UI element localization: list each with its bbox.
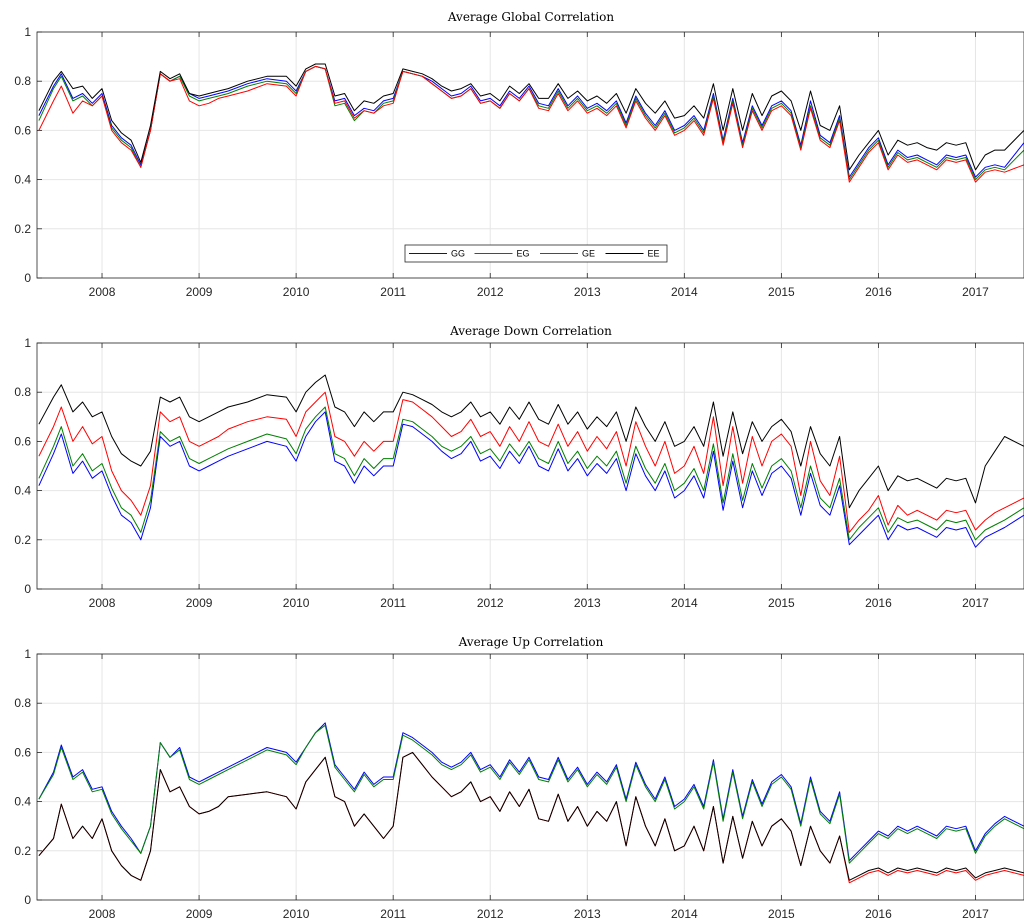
y-tick-label: 1: [24, 647, 31, 661]
x-tick-label: 2013: [574, 907, 601, 920]
x-tick-label: 2013: [574, 596, 601, 610]
x-tick-label: 2015: [768, 596, 795, 610]
series-line-gg: [38, 65, 1024, 178]
panel-down-correlation: 0 0.2 0.4 0.6 0.8 1 2008 2009 2010 2011 2012 2013 20…: [14, 324, 1024, 610]
x-tick-label: 2010: [283, 596, 310, 610]
y-tick-label: 0.8: [14, 385, 31, 399]
panel-title: Average Up Correlation: [458, 635, 604, 649]
series-line-ge: [38, 391, 1024, 533]
x-tick-label: 2016: [865, 907, 892, 920]
panel-global-correlation: 0 0.2 0.4 0.6 0.8 1 2008 2009 2010 2011 2012 2013 20…: [14, 10, 1024, 299]
x-tick-label: 2009: [186, 907, 213, 920]
y-tick-label: 0.4: [14, 795, 31, 809]
x-tick-label: 2008: [89, 907, 116, 920]
x-tick-label: 2010: [283, 285, 310, 299]
panel-title: Average Down Correlation: [449, 324, 612, 338]
x-tick-label: 2017: [962, 907, 989, 920]
axes-box: [36, 31, 1024, 279]
series-line-ge: [38, 65, 1024, 183]
y-tick-label: 0.8: [14, 74, 31, 88]
x-tick-label: 2012: [477, 285, 504, 299]
y-tick-label: 0.8: [14, 696, 31, 710]
x-tick-label: 2017: [962, 596, 989, 610]
x-tick-label: 2015: [768, 907, 795, 920]
x-tick-label: 2012: [477, 907, 504, 920]
legend-label-eg: EG: [517, 249, 530, 259]
x-tick-label: 2011: [380, 285, 406, 299]
plot-area: [37, 654, 1024, 900]
x-tick-label: 2017: [962, 285, 989, 299]
y-tick-label: 0: [24, 893, 31, 907]
panel-up-correlation: 0 0.2 0.4 0.6 0.8 1 2008 2009 2010 2011 2012 2013 20…: [14, 635, 1024, 920]
y-tick-label: 0.6: [14, 434, 31, 448]
series-line-eg: [38, 406, 1024, 541]
x-tick-label: 2015: [768, 285, 795, 299]
x-tick-label: 2010: [283, 907, 310, 920]
x-tick-label: 2009: [186, 285, 213, 299]
y-tick-label: 0.4: [14, 484, 31, 498]
x-tick-label: 2016: [865, 596, 892, 610]
series-line-ee: [38, 374, 1024, 509]
x-tick-label: 2013: [574, 285, 601, 299]
x-tick-label: 2014: [671, 285, 698, 299]
series-line-gg: [38, 411, 1024, 548]
x-tick-label: 2016: [865, 285, 892, 299]
x-tick-label: 2014: [671, 596, 698, 610]
x-tick-label: 2011: [380, 907, 406, 920]
axes-box: [36, 653, 1024, 901]
series-line-eg: [38, 724, 1024, 864]
plot-area: [37, 343, 1024, 589]
x-tick-label: 2008: [89, 285, 116, 299]
legend-box: [404, 244, 668, 263]
y-tick-label: 0.2: [14, 533, 31, 547]
x-tick-label: 2008: [89, 596, 116, 610]
legend: GG EG GE EE: [404, 244, 668, 263]
y-tick-label: 0: [24, 271, 31, 285]
y-tick-label: 1: [24, 336, 31, 350]
y-tick-label: 1: [24, 25, 31, 39]
y-tick-label: 0.6: [14, 745, 31, 759]
y-tick-label: 0: [24, 582, 31, 596]
y-tick-label: 0.2: [14, 222, 31, 236]
legend-label-ge: GE: [582, 249, 595, 259]
panel-title: Average Global Correlation: [447, 10, 615, 24]
x-tick-label: 2014: [671, 907, 698, 920]
y-tick-label: 0.6: [14, 123, 31, 137]
x-tick-label: 2012: [477, 596, 504, 610]
plot-area: [37, 32, 1024, 278]
series-line-ee: [38, 63, 1024, 171]
series-line-ee: [38, 751, 1024, 881]
x-tick-label: 2011: [380, 596, 406, 610]
x-tick-label: 2009: [186, 596, 213, 610]
legend-label-ee: EE: [648, 249, 660, 259]
legend-label-gg: GG: [451, 249, 465, 259]
axes-box: [36, 342, 1024, 590]
series-line-gg: [38, 722, 1024, 862]
series-line-eg: [38, 65, 1024, 181]
y-tick-label: 0.2: [14, 844, 31, 858]
y-tick-label: 0.4: [14, 173, 31, 187]
